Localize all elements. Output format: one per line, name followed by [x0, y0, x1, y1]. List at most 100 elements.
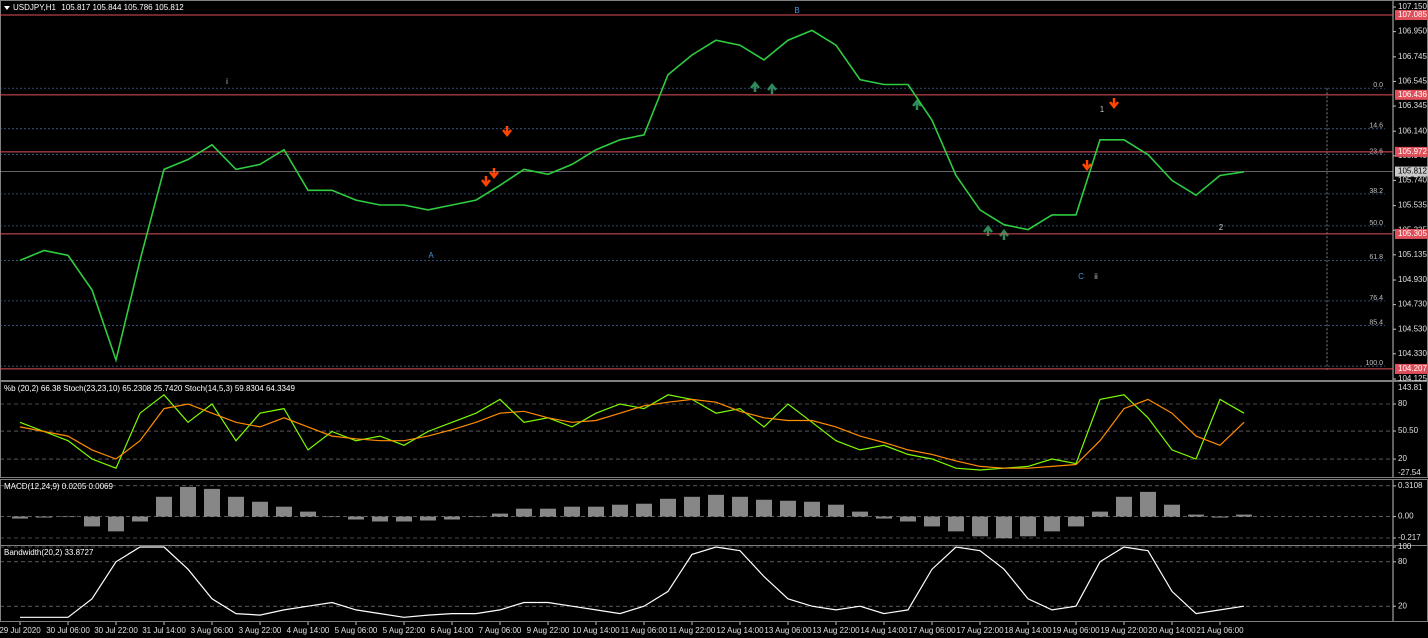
histogram-bar: [636, 503, 652, 517]
histogram-bar: [60, 516, 76, 518]
histogram-bar: [732, 496, 748, 517]
chart-title: USDJPY,H1 105.817 105.844 105.786 105.812: [13, 3, 184, 12]
x-tick-label: 4 Aug 14:00: [287, 626, 330, 635]
x-tick-label: 3 Aug 06:00: [191, 626, 234, 635]
x-tick-label: 13 Aug 22:00: [812, 626, 860, 635]
histogram-bar: [900, 516, 916, 522]
histogram-bar: [372, 516, 388, 522]
fib-label: 14.6: [1369, 123, 1383, 130]
histogram-bar: [300, 511, 316, 517]
x-tick-label: 11 Aug 06:00: [621, 626, 668, 635]
y-tick-label: 104.930: [1398, 275, 1427, 284]
histogram-bar: [948, 516, 964, 532]
x-tick-label: 31 Jul 14:00: [142, 626, 186, 635]
sell-arrow: [481, 176, 491, 188]
series-line: [19, 398, 1245, 469]
price-level-tag: [1395, 10, 1428, 21]
y-tick-label: 106.140: [1398, 126, 1427, 135]
x-tick-label: 5 Aug 06:00: [335, 626, 378, 635]
histogram-bar: [324, 516, 340, 518]
x-tick-label: 13 Aug 06:00: [764, 626, 812, 635]
wave-label: i: [226, 77, 228, 86]
price-level-label: 105.972: [1398, 147, 1427, 156]
histogram-bar: [204, 488, 220, 517]
histogram-bar: [972, 516, 988, 537]
y-tick-label: 20: [1398, 601, 1407, 610]
signal-arrows: [481, 80, 1119, 240]
y-tick-label: 80: [1398, 399, 1407, 408]
histogram-bar: [36, 516, 52, 518]
histogram-bar: [612, 504, 628, 517]
histogram-bar: [1188, 514, 1204, 517]
price-level-label: 105.812: [1398, 167, 1427, 176]
panel-title: %b (20,2) 66.38 Stoch(23,23,10) 65.2308 …: [4, 384, 295, 393]
y-tick-label: 0.3108: [1398, 481, 1423, 490]
histogram-bar: [180, 486, 196, 517]
series-line: [19, 29, 1245, 363]
x-tick-label: 17 Aug 22:00: [956, 626, 1004, 635]
histogram-bar: [156, 496, 172, 517]
x-tick-label: 18 Aug 14:00: [1004, 626, 1052, 635]
y-tick-label: 106.345: [1398, 101, 1427, 110]
wave-label: ii: [1094, 272, 1098, 281]
histogram-bar: [588, 506, 604, 517]
histogram-bar: [540, 508, 556, 517]
histogram-bar: [228, 496, 244, 517]
wave-label: A: [428, 251, 434, 260]
fib-label: 38.2: [1369, 188, 1383, 195]
y-tick-label: -0.217: [1398, 533, 1421, 542]
y-tick-label: 106.745: [1398, 52, 1427, 61]
buy-arrow: [983, 224, 993, 236]
symbol: USDJPY,H1: [13, 3, 57, 12]
ohlc: 105.817 105.844 105.786 105.812: [61, 3, 184, 12]
x-tick-label: 5 Aug 22:00: [383, 626, 426, 635]
scale-label: 143.81: [1398, 383, 1423, 392]
price-level-tag: [1395, 363, 1428, 374]
y-tick-label: 106.950: [1398, 27, 1427, 36]
histogram-bar: [1092, 511, 1108, 517]
histogram-bar: [396, 516, 412, 522]
y-tick-label: 104.330: [1398, 349, 1427, 358]
sell-arrow: [489, 168, 499, 180]
histogram-bar: [132, 516, 148, 522]
series-line: [20, 546, 1245, 618]
y-tick-label: 0.00: [1398, 512, 1414, 521]
panel-title: Bandwidth(20,2) 33.8727: [4, 548, 94, 557]
histogram-bar: [84, 516, 100, 527]
y-tick-label: 100: [1398, 542, 1412, 551]
price-level-tag: [1395, 166, 1428, 177]
histogram-bar: [660, 498, 676, 517]
x-tick-label: 20 Aug 14:00: [1148, 626, 1196, 635]
price-level-tag: [1395, 228, 1428, 239]
x-tick-label: 30 Jul 06:00: [46, 626, 90, 635]
histogram-bar: [1044, 516, 1060, 532]
histogram-bar: [828, 504, 844, 517]
y-tick-label: 105.535: [1398, 201, 1427, 210]
histogram-bar: [492, 513, 508, 517]
menu-triangle: [4, 6, 10, 10]
histogram-bar: [1212, 516, 1228, 518]
histogram-bar: [516, 508, 532, 517]
wave-label: 2: [1219, 223, 1224, 232]
fib-label: 50.0: [1369, 220, 1383, 227]
histogram-bar: [420, 516, 436, 521]
y-tick-label: 104.125: [1398, 374, 1427, 383]
x-tick-label: 10 Aug 14:00: [572, 626, 620, 635]
histogram-bar: [1164, 504, 1180, 517]
histogram-bar: [756, 499, 772, 517]
histogram-bar: [276, 506, 292, 517]
x-tick-label: 17 Aug 06:00: [908, 626, 956, 635]
fib-label: 76.4: [1369, 295, 1383, 302]
price-level-tag: [1395, 146, 1428, 157]
x-tick-label: 30 Jul 22:00: [94, 626, 138, 635]
y-tick-label: 105.135: [1398, 250, 1427, 259]
wave-label: 1: [1100, 105, 1105, 114]
x-tick-label: 29 Jul 2020: [0, 626, 41, 635]
x-tick-label: 3 Aug 22:00: [239, 626, 282, 635]
histogram-bar: [1236, 514, 1252, 517]
histogram-bar: [708, 494, 724, 517]
histogram-bar: [996, 516, 1012, 539]
fib-label: 0.0: [1373, 82, 1383, 89]
